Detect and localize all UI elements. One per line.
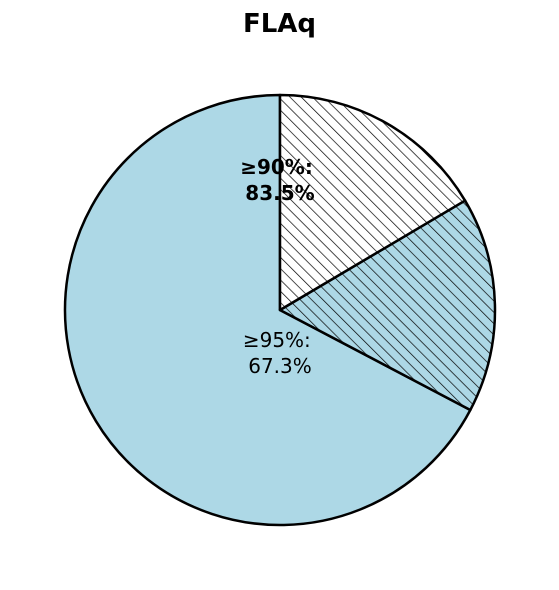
annotation-label-90: ≥90%: 83.5% [240, 155, 320, 205]
pie-slice-outline-1 [278, 199, 497, 412]
pie-slice-outline-0 [63, 93, 472, 527]
chart-title: FLAq [243, 9, 316, 39]
pie-slice-hatch-1 [280, 200, 495, 411]
pie-slice-0 [64, 95, 471, 525]
pie-slice-outline-2 [278, 93, 467, 312]
pie-slice-hatch-2 [280, 95, 466, 310]
slice-label-95: ≥95%: 67.3% [243, 328, 317, 378]
pie-slices [63, 93, 497, 527]
